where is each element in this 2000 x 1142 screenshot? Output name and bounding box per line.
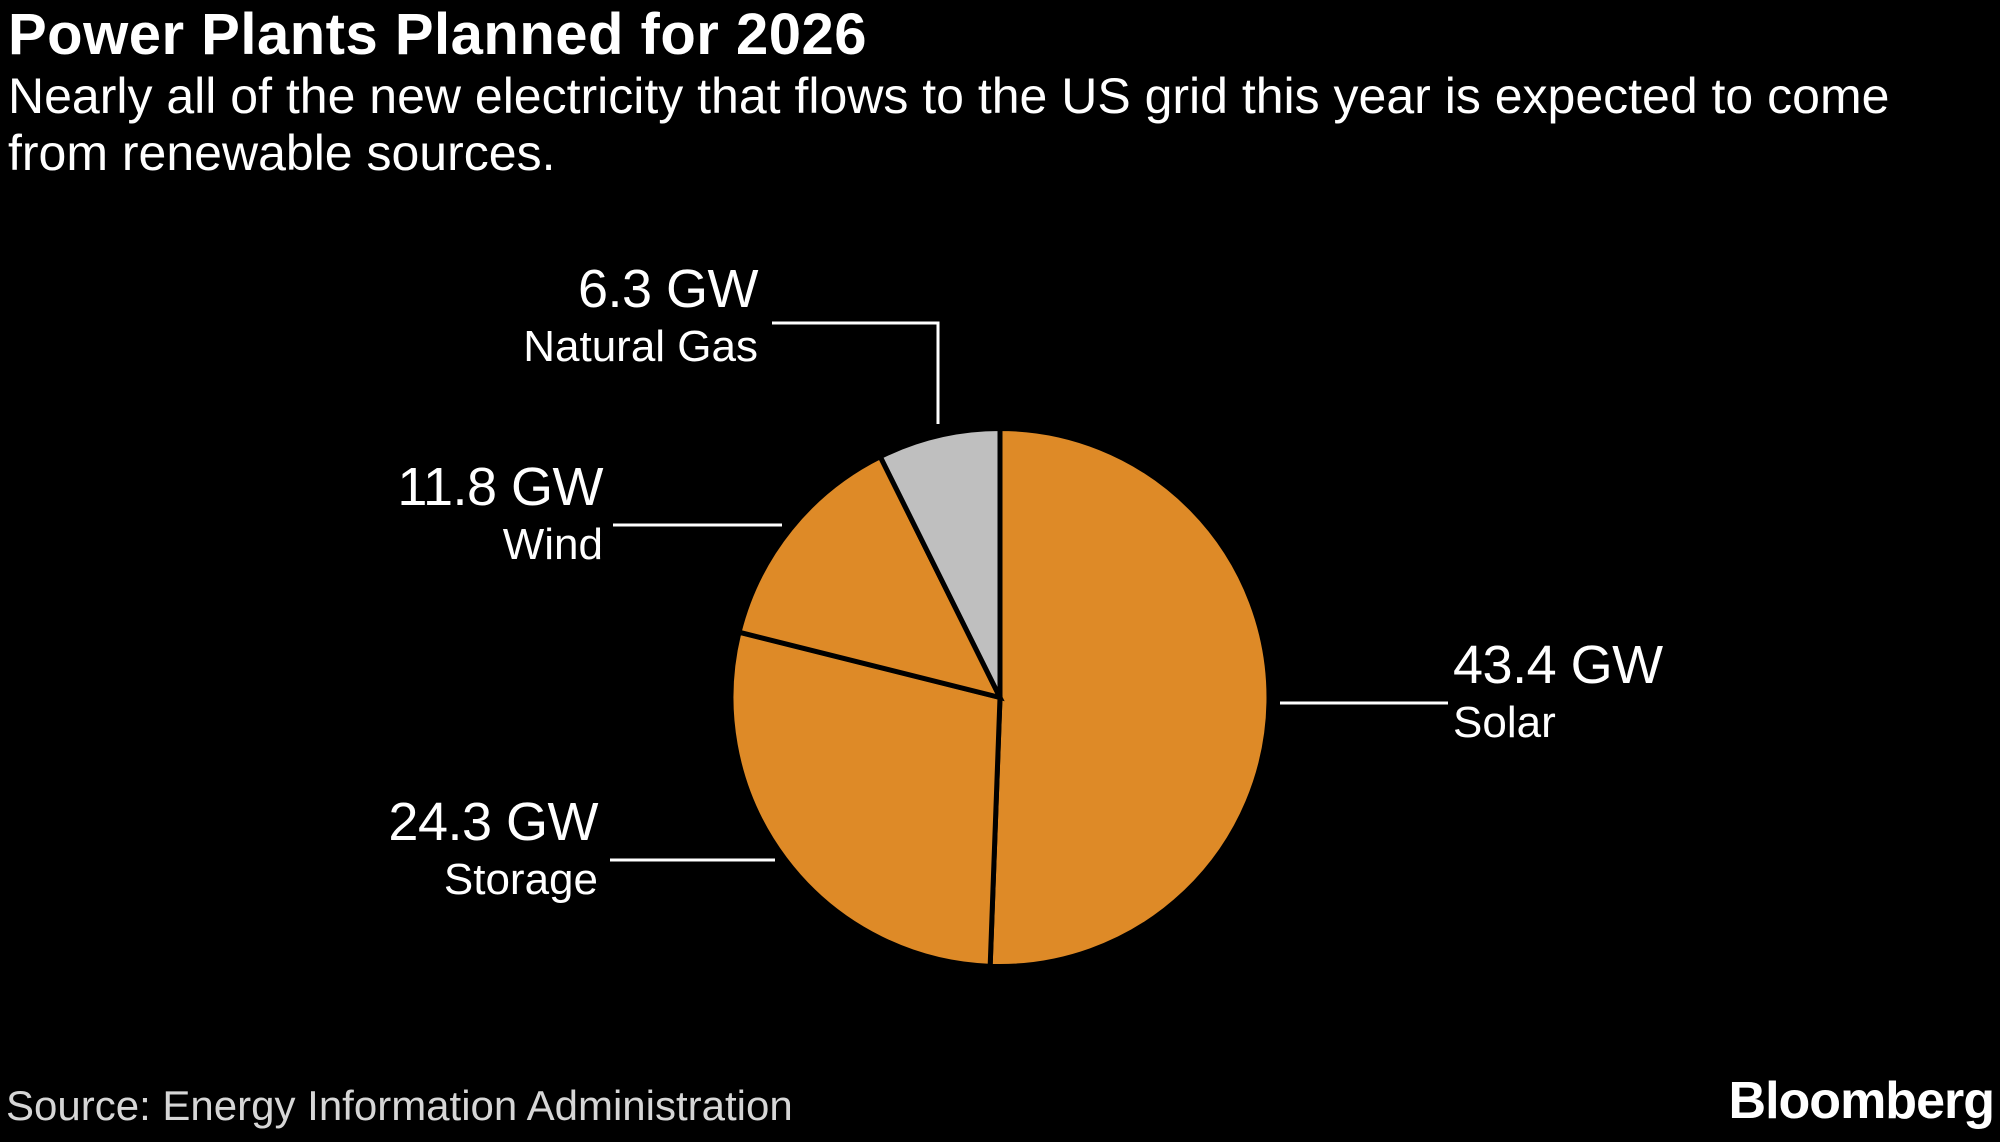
callout-line-natural-gas [772,321,940,424]
pie-slice-storage [728,629,1003,969]
bloomberg-logo: Bloomberg [1728,1072,1995,1130]
slice-label-wind: 11.8 GW Wind [397,456,603,572]
chart-subtitle: Nearly all of the new electricity that f… [8,68,1890,181]
slice-name-solar: Solar [1453,698,1556,747]
slice-label-natural-gas: 6.3 GW Natural Gas [523,258,758,374]
slice-value-solar: 43.4 GW [1453,635,1663,695]
slice-name-natural-gas: Natural Gas [523,322,758,371]
pie-slice-solar [987,425,1272,969]
source-attribution: Source: Energy Information Administratio… [6,1082,793,1129]
slice-label-solar: 43.4 GW Solar [1453,634,1663,750]
slice-value-natural-gas: 6.3 GW [577,259,759,319]
slice-name-storage: Storage [443,855,598,904]
slice-name-wind: Wind [502,520,603,569]
slice-value-wind: 11.8 GW [397,457,603,517]
slice-value-storage: 24.3 GW [388,792,598,852]
chart-title: Power Plants Planned for 2026 [8,2,868,67]
pie-slice-wind [736,453,1005,702]
pie-slice-natural-gas [876,425,1003,699]
slice-label-storage: 24.3 GW Storage [388,791,598,907]
